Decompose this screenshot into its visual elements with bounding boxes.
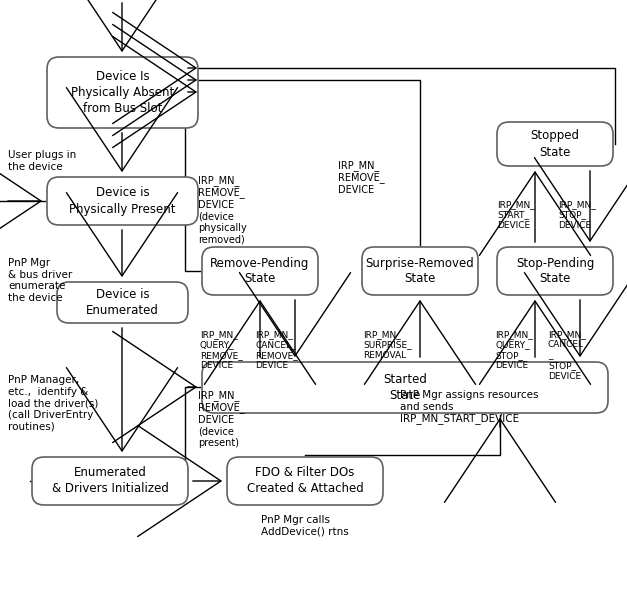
FancyBboxPatch shape [497,122,613,166]
Text: IRP_MN_
SURPRISE_
REMOVAL: IRP_MN_ SURPRISE_ REMOVAL [363,330,411,360]
FancyBboxPatch shape [47,177,198,225]
FancyBboxPatch shape [202,247,318,295]
FancyBboxPatch shape [47,57,198,128]
Text: PnP Mgr assigns resources
and sends
IRP_MN_START_DEVICE: PnP Mgr assigns resources and sends IRP_… [400,390,539,424]
Text: IRP_MN_
REMOVE_
DEVICE: IRP_MN_ REMOVE_ DEVICE [338,160,384,195]
Text: Stop-Pending
State: Stop-Pending State [516,256,594,285]
FancyBboxPatch shape [227,457,383,505]
FancyBboxPatch shape [32,457,188,505]
Text: Device is
Physically Present: Device is Physically Present [69,187,176,216]
Text: IRP_MN_
REMOVE_
DEVICE
(device
physically
removed): IRP_MN_ REMOVE_ DEVICE (device physicall… [198,175,247,245]
Text: PnP Manager,
etc.,  identify &
load the driver(s)
(call DriverEntry
routines): PnP Manager, etc., identify & load the d… [8,375,98,431]
FancyBboxPatch shape [202,362,608,413]
Text: PnP Mgr calls
AddDevice() rtns: PnP Mgr calls AddDevice() rtns [261,515,349,537]
Text: IRP_MN_
QUERY_
REMOVE_
DEVICE: IRP_MN_ QUERY_ REMOVE_ DEVICE [200,330,243,370]
Text: IRP_MN_
STOP_
DEVICE: IRP_MN_ STOP_ DEVICE [558,200,596,230]
FancyBboxPatch shape [497,247,613,295]
Text: Device Is
Physically Absent
from Bus Slot: Device Is Physically Absent from Bus Slo… [71,70,174,115]
Text: IRP_MN_
CANCEL
_
STOP_
DEVICE: IRP_MN_ CANCEL _ STOP_ DEVICE [548,330,586,381]
Text: Stopped
State: Stopped State [530,129,579,158]
Text: IRP_MN_
CANCEL_
REMOVE_
DEVICE: IRP_MN_ CANCEL_ REMOVE_ DEVICE [255,330,298,370]
Text: IRP_MN_
START_
DEVICE: IRP_MN_ START_ DEVICE [497,200,535,230]
Text: IRP_MN_
QUERY_
STOP_
DEVICE: IRP_MN_ QUERY_ STOP_ DEVICE [495,330,533,370]
Text: FDO & Filter DOs
Created & Attached: FDO & Filter DOs Created & Attached [246,466,364,495]
Text: Surprise-Removed
State: Surprise-Removed State [366,256,475,285]
Text: PnP Mgr
& bus driver
enumerate
the device: PnP Mgr & bus driver enumerate the devic… [8,258,72,303]
Text: User plugs in
the device: User plugs in the device [8,150,76,171]
Text: Enumerated
& Drivers Initialized: Enumerated & Drivers Initialized [51,466,169,495]
Text: IRP_MN_
REMOVE_
DEVICE
(device
present): IRP_MN_ REMOVE_ DEVICE (device present) [198,390,245,448]
Text: Device is
Enumerated: Device is Enumerated [86,288,159,317]
FancyBboxPatch shape [57,282,188,323]
FancyBboxPatch shape [362,247,478,295]
Text: Started
State: Started State [383,373,427,402]
Text: Remove-Pending
State: Remove-Pending State [210,256,310,285]
